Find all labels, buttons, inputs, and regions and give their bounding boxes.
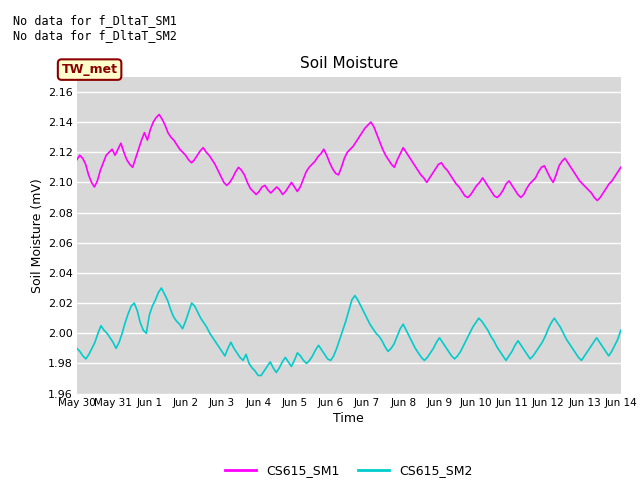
Legend: CS615_SM1, CS615_SM2: CS615_SM1, CS615_SM2	[220, 459, 478, 480]
Text: No data for f_DltaT_SM1
No data for f_DltaT_SM2: No data for f_DltaT_SM1 No data for f_Dl…	[13, 14, 177, 42]
Y-axis label: Soil Moisture (mV): Soil Moisture (mV)	[31, 178, 44, 293]
Title: Soil Moisture: Soil Moisture	[300, 57, 398, 72]
Text: TW_met: TW_met	[61, 63, 118, 76]
X-axis label: Time: Time	[333, 412, 364, 425]
